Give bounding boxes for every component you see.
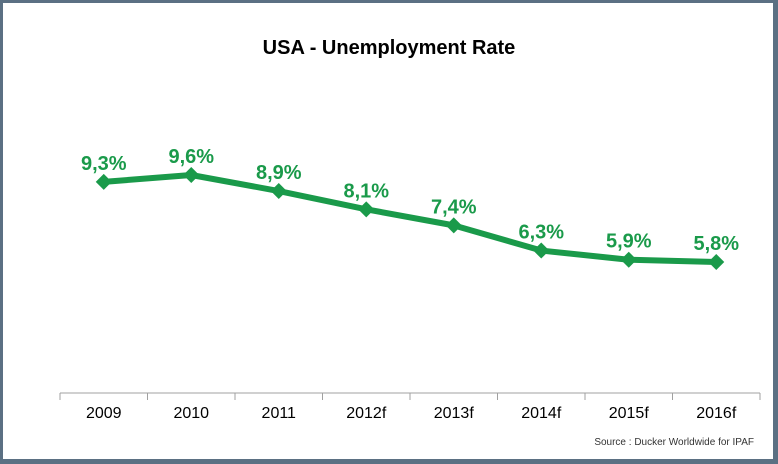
- data-point-marker: [620, 251, 637, 268]
- data-label: 7,4%: [431, 196, 477, 218]
- x-tick-label: 2012f: [346, 405, 387, 422]
- x-tick-label: 2015f: [609, 405, 650, 422]
- x-tick-label: 2013f: [434, 405, 475, 422]
- x-tick-label: 2016f: [696, 405, 737, 422]
- data-label: 9,3%: [81, 153, 127, 175]
- data-point-marker: [708, 254, 725, 270]
- x-tick-label: 2009: [86, 405, 122, 422]
- data-label: 8,9%: [256, 162, 302, 184]
- data-point-marker: [445, 217, 462, 234]
- data-point-marker: [358, 201, 375, 218]
- data-point-marker: [183, 167, 200, 183]
- data-point-marker: [270, 183, 287, 200]
- data-point-marker: [533, 242, 550, 259]
- source-note: Source : Ducker Worldwide for IPAF: [594, 437, 754, 448]
- chart-title: USA - Unemployment Rate: [262, 37, 516, 59]
- data-label: 5,9%: [606, 231, 652, 253]
- x-tick-label: 2011: [262, 405, 297, 422]
- data-point-marker: [95, 173, 112, 190]
- data-label: 8,1%: [343, 180, 389, 202]
- x-tick-label: 2010: [173, 405, 209, 422]
- data-label: 6,3%: [518, 222, 564, 244]
- data-label: 5,8%: [693, 233, 739, 255]
- series-line: [100, 172, 720, 265]
- data-label: 9,6%: [168, 146, 214, 168]
- x-tick-label: 2014f: [521, 405, 562, 422]
